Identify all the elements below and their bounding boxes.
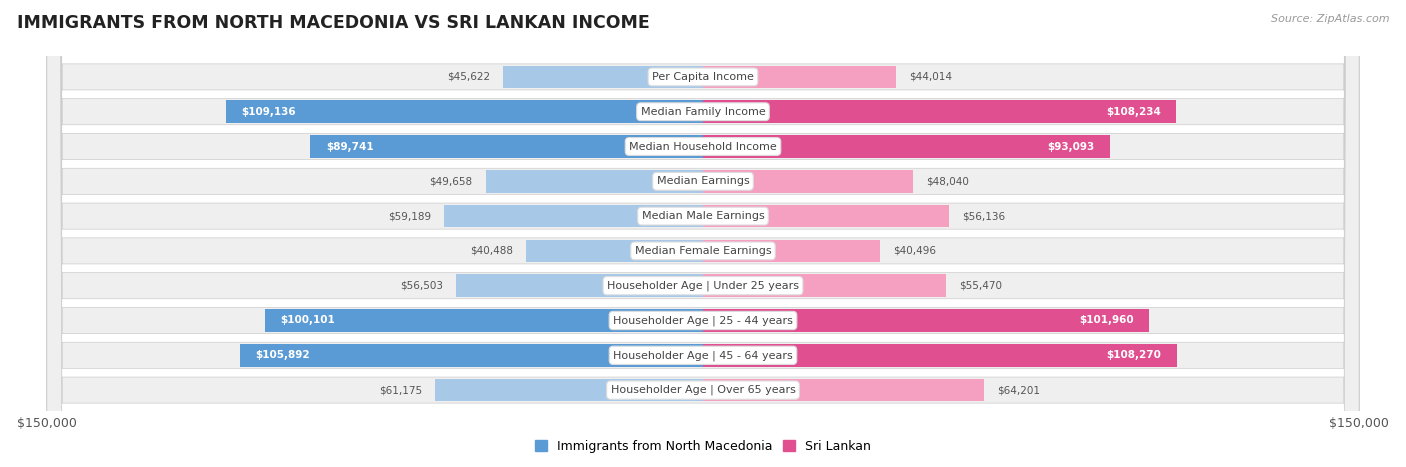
Text: Median Female Earnings: Median Female Earnings <box>634 246 772 256</box>
Bar <box>526 240 703 262</box>
Text: Median Earnings: Median Earnings <box>657 177 749 186</box>
FancyBboxPatch shape <box>46 0 1360 467</box>
Bar <box>266 309 703 332</box>
Bar <box>703 205 949 227</box>
Bar <box>703 100 1177 123</box>
Text: $55,470: $55,470 <box>959 281 1001 290</box>
Text: $40,496: $40,496 <box>893 246 936 256</box>
Text: Median Male Earnings: Median Male Earnings <box>641 211 765 221</box>
Text: Householder Age | Over 65 years: Householder Age | Over 65 years <box>610 385 796 396</box>
Bar <box>444 205 703 227</box>
Text: $61,175: $61,175 <box>380 385 422 395</box>
FancyBboxPatch shape <box>46 0 1360 467</box>
Bar <box>225 100 703 123</box>
FancyBboxPatch shape <box>46 0 1360 467</box>
FancyBboxPatch shape <box>46 0 1360 467</box>
Bar <box>703 65 896 88</box>
Text: $64,201: $64,201 <box>997 385 1040 395</box>
Text: $93,093: $93,093 <box>1047 142 1095 151</box>
FancyBboxPatch shape <box>46 0 1360 467</box>
Text: Source: ZipAtlas.com: Source: ZipAtlas.com <box>1271 14 1389 24</box>
FancyBboxPatch shape <box>46 0 1360 467</box>
Text: $59,189: $59,189 <box>388 211 432 221</box>
Text: $56,136: $56,136 <box>962 211 1005 221</box>
Bar <box>703 135 1111 158</box>
Text: $109,136: $109,136 <box>240 107 295 117</box>
Text: IMMIGRANTS FROM NORTH MACEDONIA VS SRI LANKAN INCOME: IMMIGRANTS FROM NORTH MACEDONIA VS SRI L… <box>17 14 650 32</box>
Text: Median Family Income: Median Family Income <box>641 107 765 117</box>
Bar <box>456 275 703 297</box>
Text: Householder Age | Under 25 years: Householder Age | Under 25 years <box>607 281 799 291</box>
Text: $40,488: $40,488 <box>470 246 513 256</box>
Text: $108,234: $108,234 <box>1107 107 1161 117</box>
Bar <box>503 65 703 88</box>
FancyBboxPatch shape <box>46 0 1360 467</box>
FancyBboxPatch shape <box>46 0 1360 467</box>
Text: Per Capita Income: Per Capita Income <box>652 72 754 82</box>
Text: $105,892: $105,892 <box>254 350 309 360</box>
Bar <box>703 379 984 402</box>
Bar <box>486 170 703 192</box>
Bar <box>436 379 703 402</box>
FancyBboxPatch shape <box>46 0 1360 467</box>
Text: Median Household Income: Median Household Income <box>628 142 778 151</box>
Text: Householder Age | 45 - 64 years: Householder Age | 45 - 64 years <box>613 350 793 361</box>
Text: $56,503: $56,503 <box>399 281 443 290</box>
Legend: Immigrants from North Macedonia, Sri Lankan: Immigrants from North Macedonia, Sri Lan… <box>530 435 876 458</box>
Bar <box>703 275 946 297</box>
Text: $48,040: $48,040 <box>927 177 969 186</box>
Bar <box>240 344 703 367</box>
Text: $100,101: $100,101 <box>280 316 335 325</box>
FancyBboxPatch shape <box>46 0 1360 467</box>
Text: $49,658: $49,658 <box>430 177 472 186</box>
Text: $44,014: $44,014 <box>908 72 952 82</box>
Text: Householder Age | 25 - 44 years: Householder Age | 25 - 44 years <box>613 315 793 326</box>
Bar <box>311 135 703 158</box>
Bar <box>703 344 1177 367</box>
Bar <box>703 240 880 262</box>
Text: $45,622: $45,622 <box>447 72 491 82</box>
Bar <box>703 309 1149 332</box>
Text: $101,960: $101,960 <box>1078 316 1133 325</box>
Text: $108,270: $108,270 <box>1107 350 1161 360</box>
Bar <box>703 170 912 192</box>
Text: $89,741: $89,741 <box>326 142 374 151</box>
